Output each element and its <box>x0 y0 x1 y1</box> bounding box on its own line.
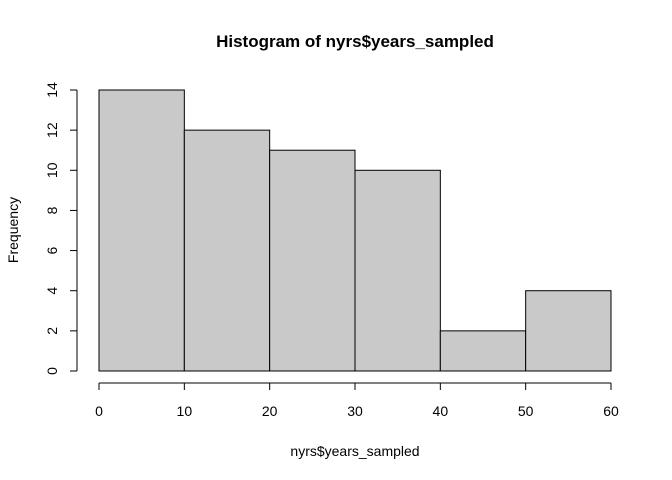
chart-title: Histogram of nyrs$years_sampled <box>216 32 494 51</box>
y-tick-label-4: 4 <box>44 287 60 295</box>
bars-group <box>98 89 612 372</box>
histogram-bar-2 <box>269 149 356 372</box>
x-tick-label-0: 0 <box>95 403 103 419</box>
histogram-bar-4 <box>439 330 527 372</box>
x-tick-label-20: 20 <box>262 403 278 419</box>
y-tick-label-2: 2 <box>44 327 60 335</box>
x-tick-label-60: 60 <box>603 403 619 419</box>
y-tick-label-12: 12 <box>44 122 60 138</box>
x-axis: 0 10 20 30 40 50 60 <box>95 382 619 419</box>
x-tick-label-30: 30 <box>347 403 363 419</box>
y-tick-label-8: 8 <box>44 206 60 214</box>
histogram-bar-3 <box>354 169 441 372</box>
histogram-bar-1 <box>183 129 271 372</box>
x-tick-label-50: 50 <box>518 403 534 419</box>
y-tick-label-14: 14 <box>44 82 60 98</box>
y-axis: 0 2 4 6 8 10 12 14 <box>44 82 78 375</box>
y-tick-label-10: 10 <box>44 162 60 178</box>
x-tick-label-40: 40 <box>433 403 449 419</box>
histogram-bar-5 <box>525 290 612 372</box>
x-tick-label-10: 10 <box>177 403 193 419</box>
y-axis-label: Frequency <box>5 197 21 263</box>
y-tick-label-0: 0 <box>44 367 60 375</box>
x-axis-label: nyrs$years_sampled <box>290 443 419 459</box>
y-tick-label-6: 6 <box>44 246 60 254</box>
histogram-bar-0 <box>98 89 185 372</box>
